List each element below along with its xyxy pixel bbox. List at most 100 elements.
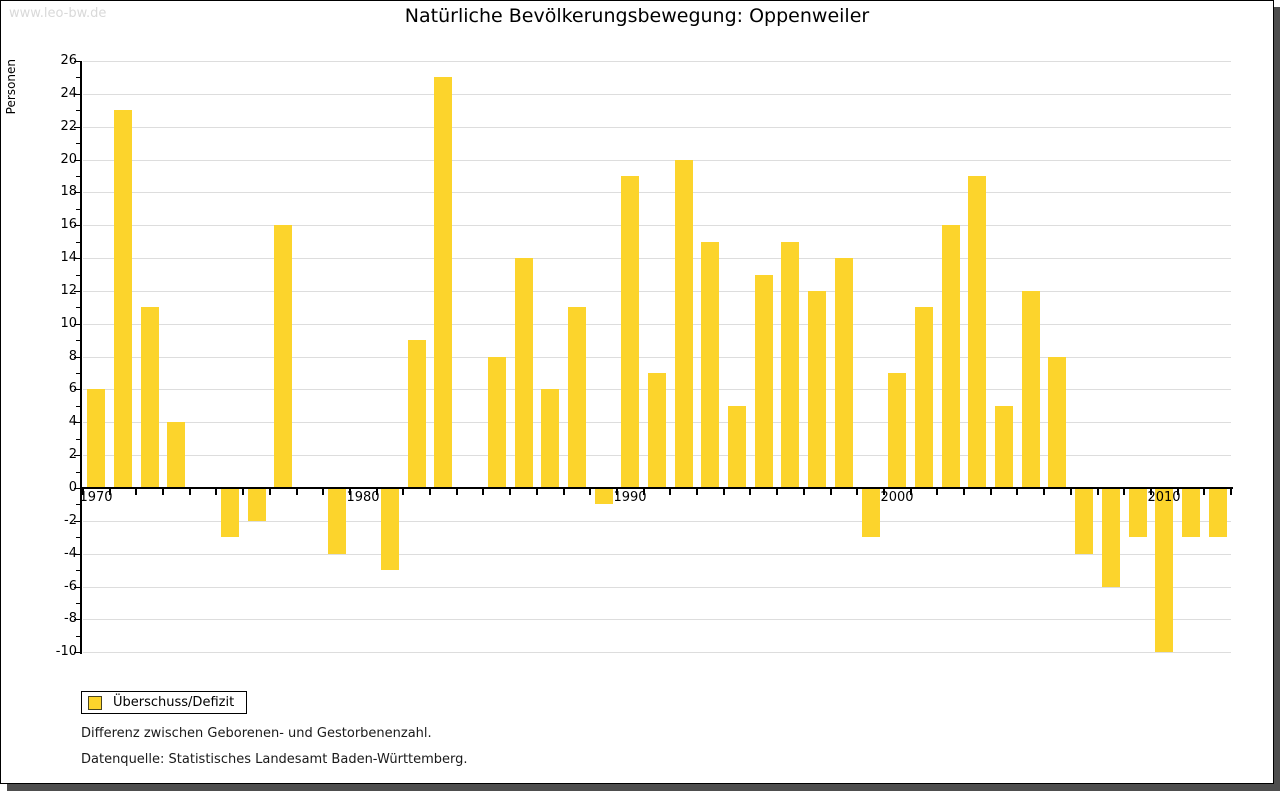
x-tick (322, 489, 324, 495)
y-tick-label: 22 (60, 119, 77, 134)
x-tick (1150, 489, 1152, 495)
y-tick-label: 0 (68, 480, 77, 495)
bar (1075, 488, 1093, 554)
bar (915, 307, 933, 488)
x-tick (189, 489, 191, 495)
y-tick (76, 77, 81, 78)
bar (328, 488, 346, 554)
y-tick (76, 242, 81, 243)
y-tick (74, 94, 81, 95)
bar (835, 258, 853, 488)
x-axis-year-label: 1980 (346, 490, 380, 505)
gridline (83, 324, 1231, 325)
y-tick (76, 504, 81, 505)
gridline (83, 357, 1231, 358)
gridline (83, 192, 1231, 193)
y-tick (76, 570, 81, 571)
x-tick (242, 489, 244, 495)
y-tick (74, 225, 81, 226)
y-tick (74, 324, 81, 325)
bar (141, 307, 159, 488)
y-tick (74, 192, 81, 193)
y-tick (76, 373, 81, 374)
x-tick (616, 489, 618, 495)
bar (862, 488, 880, 537)
x-tick (563, 489, 565, 495)
x-tick (1230, 489, 1232, 495)
y-tick (74, 291, 81, 292)
x-tick (990, 489, 992, 495)
y-tick-label: 20 (60, 152, 77, 167)
y-tick-label: 26 (60, 53, 77, 68)
y-tick (74, 61, 81, 62)
y-tick (76, 340, 81, 341)
y-tick (76, 176, 81, 177)
y-tick (74, 652, 81, 653)
gridline (83, 258, 1231, 259)
x-tick (723, 489, 725, 495)
bar (808, 291, 826, 488)
bar (274, 225, 292, 488)
y-tick-label: 16 (60, 217, 77, 232)
bar (648, 373, 666, 488)
x-tick (803, 489, 805, 495)
x-tick (1016, 489, 1018, 495)
y-tick (76, 636, 81, 637)
bar (541, 389, 559, 488)
gridline (83, 652, 1231, 653)
y-tick (76, 406, 81, 407)
y-tick (74, 422, 81, 423)
bar (755, 275, 773, 488)
x-tick (1043, 489, 1045, 495)
y-tick (76, 307, 81, 308)
bar (1102, 488, 1120, 587)
y-tick (74, 488, 81, 489)
legend-box: Überschuss/Defizit (81, 691, 248, 714)
x-tick (936, 489, 938, 495)
x-tick (269, 489, 271, 495)
bar (888, 373, 906, 488)
legend-label: Überschuss/Defizit (113, 695, 235, 710)
gridline (83, 127, 1231, 128)
x-axis-year-label: 2000 (880, 490, 914, 505)
y-tick-label: 4 (68, 414, 77, 429)
bar (621, 176, 639, 488)
gridline (83, 587, 1231, 588)
gridline (83, 554, 1231, 555)
x-tick (643, 489, 645, 495)
y-tick (74, 160, 81, 161)
y-tick (74, 587, 81, 588)
bar (167, 422, 185, 488)
x-tick (1177, 489, 1179, 495)
y-tick-label: 18 (60, 184, 77, 199)
bar (1155, 488, 1173, 652)
x-axis-year-label: 2010 (1147, 490, 1181, 505)
y-tick-label: 2 (68, 447, 77, 462)
x-tick (536, 489, 538, 495)
gridline (83, 94, 1231, 95)
y-tick (74, 389, 81, 390)
bar (675, 160, 693, 488)
gridline (83, 160, 1231, 161)
gridline (83, 291, 1231, 292)
x-tick (162, 489, 164, 495)
bar (114, 110, 132, 488)
x-tick (349, 489, 351, 495)
gridline (83, 61, 1231, 62)
y-axis-spine (80, 61, 82, 654)
y-tick (74, 127, 81, 128)
bar (488, 357, 506, 488)
gridline (83, 521, 1231, 522)
bar (781, 242, 799, 488)
x-tick (1123, 489, 1125, 495)
chart-title: Natürliche Bevölkerungsbewegung: Oppenwe… (404, 5, 870, 27)
legend-swatch-icon (88, 695, 102, 710)
bar (1129, 488, 1147, 537)
window-shadow-bottom (7, 784, 1274, 791)
bar (1182, 488, 1200, 537)
y-tick (74, 554, 81, 555)
x-axis-line (80, 487, 1233, 489)
y-tick (76, 275, 81, 276)
x-tick (696, 489, 698, 495)
